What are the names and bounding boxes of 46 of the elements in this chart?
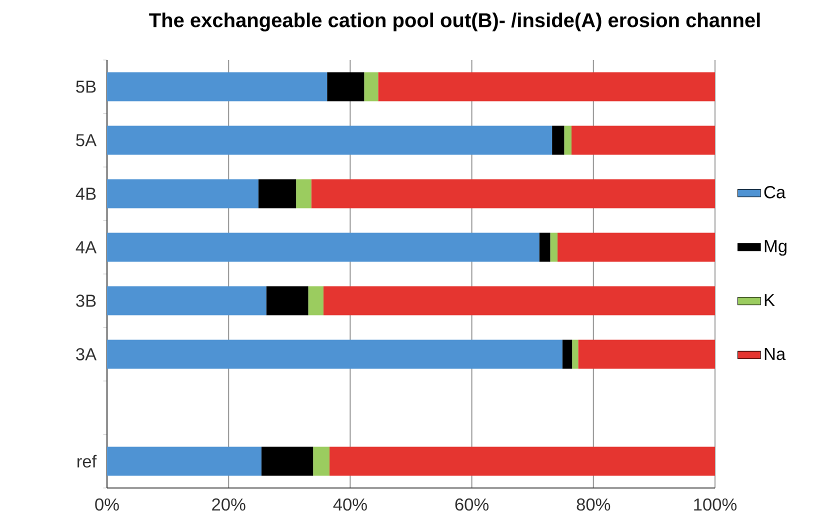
bar [313, 446, 330, 476]
bar [107, 446, 262, 476]
bar [564, 126, 572, 155]
bar [558, 232, 715, 262]
y-tick-label: 3A [76, 348, 97, 360]
bar [539, 232, 550, 262]
x-tick-label: 100% [694, 498, 737, 511]
legend-label: Na [764, 348, 786, 360]
bar [107, 286, 266, 316]
bar [378, 72, 715, 102]
y-tick-label: 5B [76, 80, 96, 93]
bar [552, 126, 564, 155]
bar [107, 232, 540, 262]
bar [107, 126, 552, 155]
bar [578, 340, 715, 369]
bar [296, 179, 312, 208]
legend-label: Mg [764, 240, 786, 256]
bar [330, 446, 715, 476]
bar [562, 340, 572, 369]
chart-title: The exchangeable cation pool out(B)- /inside(A) erosion channel [149, 12, 760, 32]
bar [323, 286, 715, 316]
bar [107, 72, 328, 102]
x-tick-label: 0% [95, 498, 119, 511]
bar [572, 340, 578, 369]
x-tick-label: 60% [455, 498, 489, 511]
legend-label: K [764, 294, 775, 306]
legend-label: Ca [764, 186, 786, 198]
x-tick-label: 20% [212, 498, 246, 511]
y-tick-label: ref [78, 454, 97, 468]
bar [550, 232, 558, 262]
x-tick-label: 80% [576, 498, 610, 511]
y-tick-label: 4B [76, 188, 96, 200]
bar [107, 179, 258, 208]
bar [107, 340, 562, 369]
bar [261, 446, 314, 476]
bar [266, 286, 308, 316]
y-tick-label: 3B [76, 294, 96, 307]
x-tick-label: 40% [333, 498, 367, 511]
bar [311, 179, 715, 208]
bar [308, 286, 324, 316]
bar [364, 72, 378, 102]
y-tick-label: 4A [76, 241, 97, 254]
y-tick-label: 5A [76, 134, 97, 146]
bar [258, 179, 296, 208]
bar [327, 72, 364, 102]
bar [572, 126, 715, 155]
